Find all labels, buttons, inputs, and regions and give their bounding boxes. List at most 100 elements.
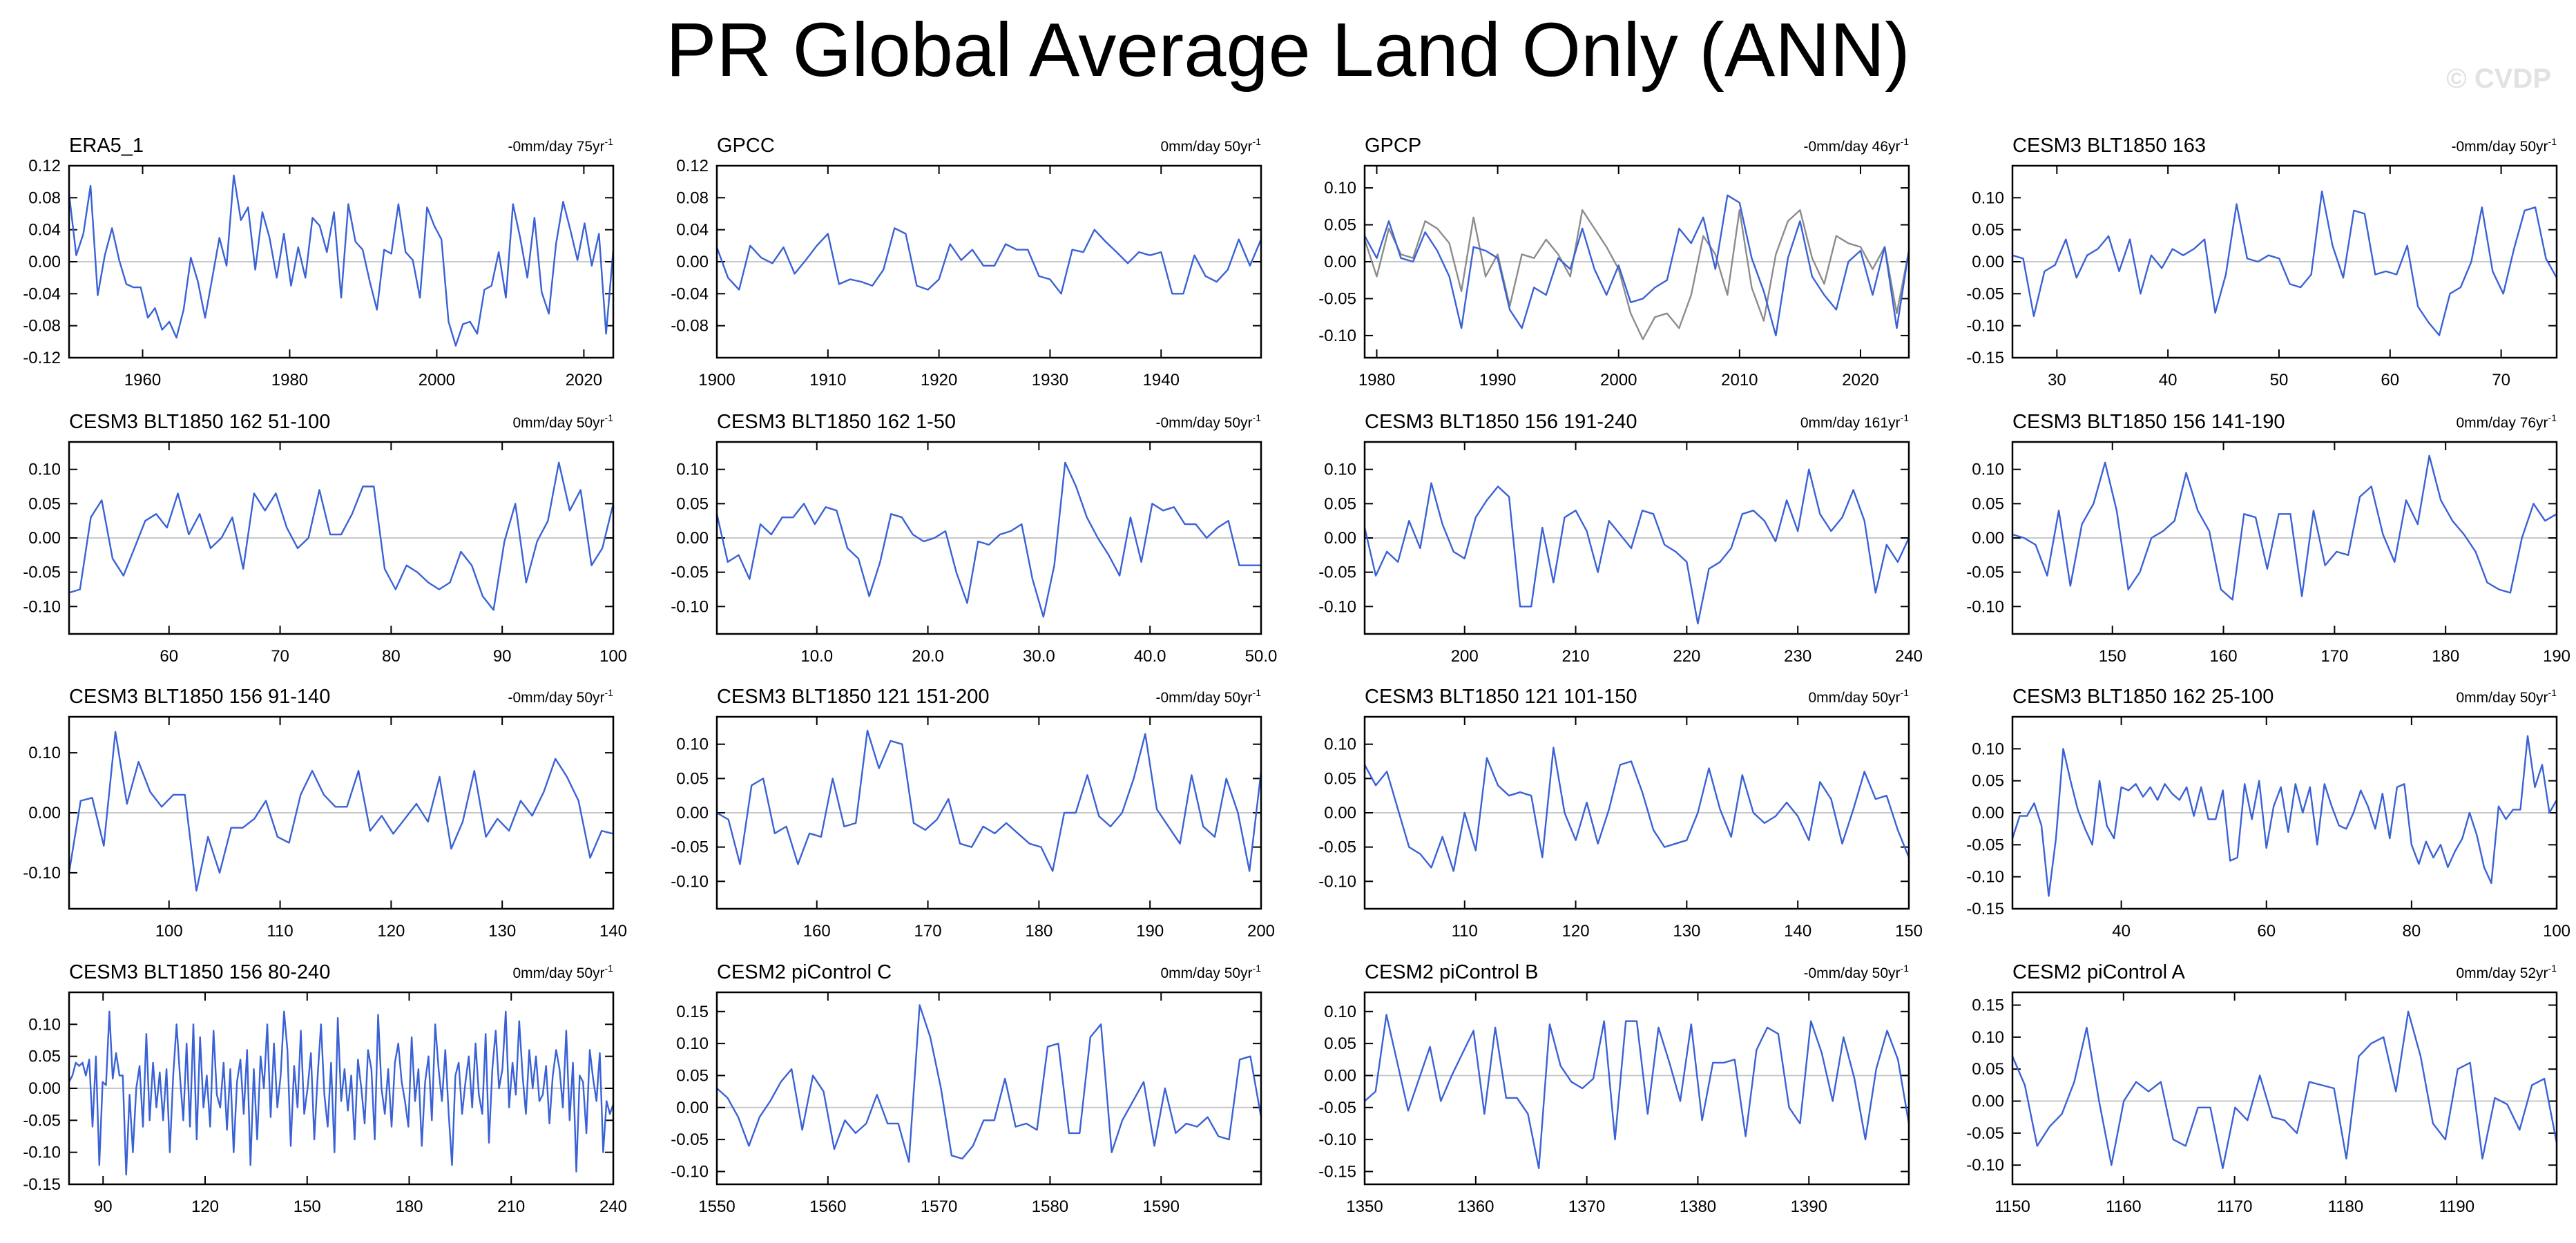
y-tick-label: 0.00: [1324, 804, 1356, 822]
y-tick-label: 0.05: [1972, 221, 2004, 240]
y-tick-label: 0.10: [1324, 1003, 1356, 1021]
plot-frame: [2011, 715, 2558, 910]
trend-exponent: -1: [1253, 963, 1262, 974]
x-tick-label: 50.0: [1245, 647, 1278, 666]
trend-exponent: -1: [1901, 687, 1910, 698]
panel-title: CESM3 BLT1850 121 101-150: [1365, 686, 1637, 708]
plot-frame: [715, 715, 1262, 910]
trend-exponent: -1: [1901, 136, 1910, 147]
x-tick-label: 2000: [1600, 371, 1637, 389]
y-tick-label: -0.10: [23, 864, 61, 883]
trend-label: -0mm/day 50yr-1: [1804, 963, 1910, 981]
series-line: [68, 461, 615, 611]
plot-frame: [68, 991, 615, 1186]
x-tick-label: 1570: [921, 1197, 957, 1216]
x-tick-label: 140: [599, 922, 627, 941]
x-tick-label: 170: [914, 922, 942, 941]
x-tick-label: 230: [1784, 647, 1811, 666]
trend-label: 0mm/day 161yr-1: [1800, 412, 1909, 431]
x-tick-label: 10.0: [800, 647, 833, 666]
y-tick-label: 0.12: [676, 157, 709, 175]
panel-7: CESM3 BLT1850 156 141-190 0mm/day 76yr-1-…: [1966, 411, 2570, 666]
trend-label: 0mm/day 50yr-1: [513, 963, 614, 981]
trend-exponent: -1: [605, 412, 614, 423]
x-tick-label: 1940: [1143, 371, 1180, 389]
series-line: [716, 729, 1262, 872]
x-tick-label: 1920: [921, 371, 957, 389]
x-tick-label: 110: [267, 922, 293, 941]
y-tick-label: -0.05: [1966, 836, 2004, 854]
panel-title: CESM2 piControl A: [2012, 961, 2185, 983]
panel-title: CESM3 BLT1850 156 80-240: [69, 961, 330, 983]
plot-frame: [68, 715, 615, 910]
series-line: [2011, 735, 2558, 897]
trend-text: 0mm/day 50yr: [1809, 690, 1901, 706]
figure-title: PR Global Average Land Only (ANN): [666, 8, 1910, 93]
trend-text: -0mm/day 50yr: [1156, 690, 1253, 706]
y-tick-label: -0.05: [1318, 1099, 1356, 1117]
y-tick-label: 0.05: [1972, 1060, 2004, 1079]
x-tick-label: 2020: [1842, 371, 1878, 389]
series-line: [2012, 190, 2558, 336]
y-tick-label: 0.15: [676, 1003, 709, 1021]
x-tick-label: 1590: [1143, 1197, 1180, 1216]
trend-label: 0mm/day 50yr-1: [1161, 963, 1262, 981]
x-tick-label: 80: [2403, 922, 2421, 941]
y-tick-label: 0.10: [1972, 189, 2004, 207]
y-tick-label: 0.00: [1324, 1066, 1356, 1085]
y-tick-label: -0.10: [671, 1162, 709, 1181]
y-tick-label: -0.05: [23, 1111, 61, 1130]
trend-text: 0mm/day 76yr: [2457, 415, 2548, 431]
panel-5: CESM3 BLT1850 162 1-50 -0mm/day 50yr-1 -0.…: [671, 411, 1277, 666]
panel-title: CESM3 BLT1850 162 1-50: [717, 411, 956, 433]
panel-title: CESM2 piControl C: [717, 961, 892, 983]
x-tick-label: 180: [1025, 922, 1052, 941]
x-tick-label: 70: [2492, 371, 2510, 389]
series-line: [68, 1010, 615, 1176]
trend-text: 0mm/day 50yr: [513, 965, 605, 981]
x-tick-label: 1560: [809, 1197, 846, 1216]
y-tick-label: -0.15: [23, 1175, 61, 1194]
plot-frame: [68, 441, 615, 635]
y-tick-label: -0.10: [1318, 872, 1356, 891]
y-tick-label: 0.15: [1972, 996, 2004, 1015]
x-tick-label: 150: [294, 1197, 321, 1216]
x-tick-label: 50: [2270, 371, 2289, 389]
y-tick-label: -0.05: [671, 563, 709, 582]
y-tick-label: 0.00: [1972, 253, 2004, 271]
y-tick-label: 0.10: [1324, 179, 1356, 197]
x-tick-label: 30.0: [1023, 647, 1055, 666]
panel-title: CESM3 BLT1850 121 151-200: [717, 686, 989, 708]
y-tick-label: -0.04: [23, 285, 61, 303]
y-tick-label: -0.05: [1318, 563, 1356, 582]
x-tick-label: 180: [395, 1197, 423, 1216]
x-tick-label: 1350: [1346, 1197, 1383, 1216]
x-tick-label: 90: [493, 647, 512, 666]
x-tick-label: 190: [1136, 922, 1164, 941]
y-tick-label: 0.00: [676, 529, 709, 548]
y-tick-label: -0.10: [1318, 327, 1356, 345]
x-tick-label: 2010: [1721, 371, 1758, 389]
y-tick-label: -0.10: [1966, 597, 2004, 616]
trend-exponent: -1: [1253, 687, 1262, 698]
x-tick-label: 1580: [1032, 1197, 1068, 1216]
trend-label: 0mm/day 50yr-1: [2457, 687, 2557, 706]
panel-10: CESM3 BLT1850 121 101-150 0mm/day 50yr-1 -…: [1318, 686, 1923, 941]
panel-12: CESM3 BLT1850 156 80-240 0mm/day 50yr-1 -0…: [23, 961, 627, 1216]
trend-exponent: -1: [605, 687, 614, 698]
y-tick-label: 0.10: [1324, 735, 1356, 754]
x-tick-label: 1930: [1032, 371, 1068, 389]
y-tick-label: -0.15: [1318, 1162, 1356, 1181]
x-tick-label: 150: [1895, 922, 1923, 941]
panel-title: GPCP: [1365, 135, 1421, 157]
panel-13: CESM2 piControl C 0mm/day 50yr-1 -0.10 -0.0…: [671, 961, 1262, 1216]
y-tick-label: 0.10: [676, 1034, 709, 1053]
y-tick-label: -0.15: [1966, 349, 2004, 367]
trend-text: 0mm/day 50yr: [2457, 690, 2548, 706]
panel-3: CESM3 BLT1850 163 -0mm/day 50yr-1 -0.15 -0.…: [1966, 135, 2558, 389]
series-line: [1363, 746, 1910, 872]
y-tick-label: -0.10: [671, 597, 709, 616]
trend-text: -0mm/day 75yr: [508, 139, 605, 155]
plot-frame: [715, 441, 1262, 635]
panel-title: CESM3 BLT1850 163: [2012, 135, 2206, 157]
